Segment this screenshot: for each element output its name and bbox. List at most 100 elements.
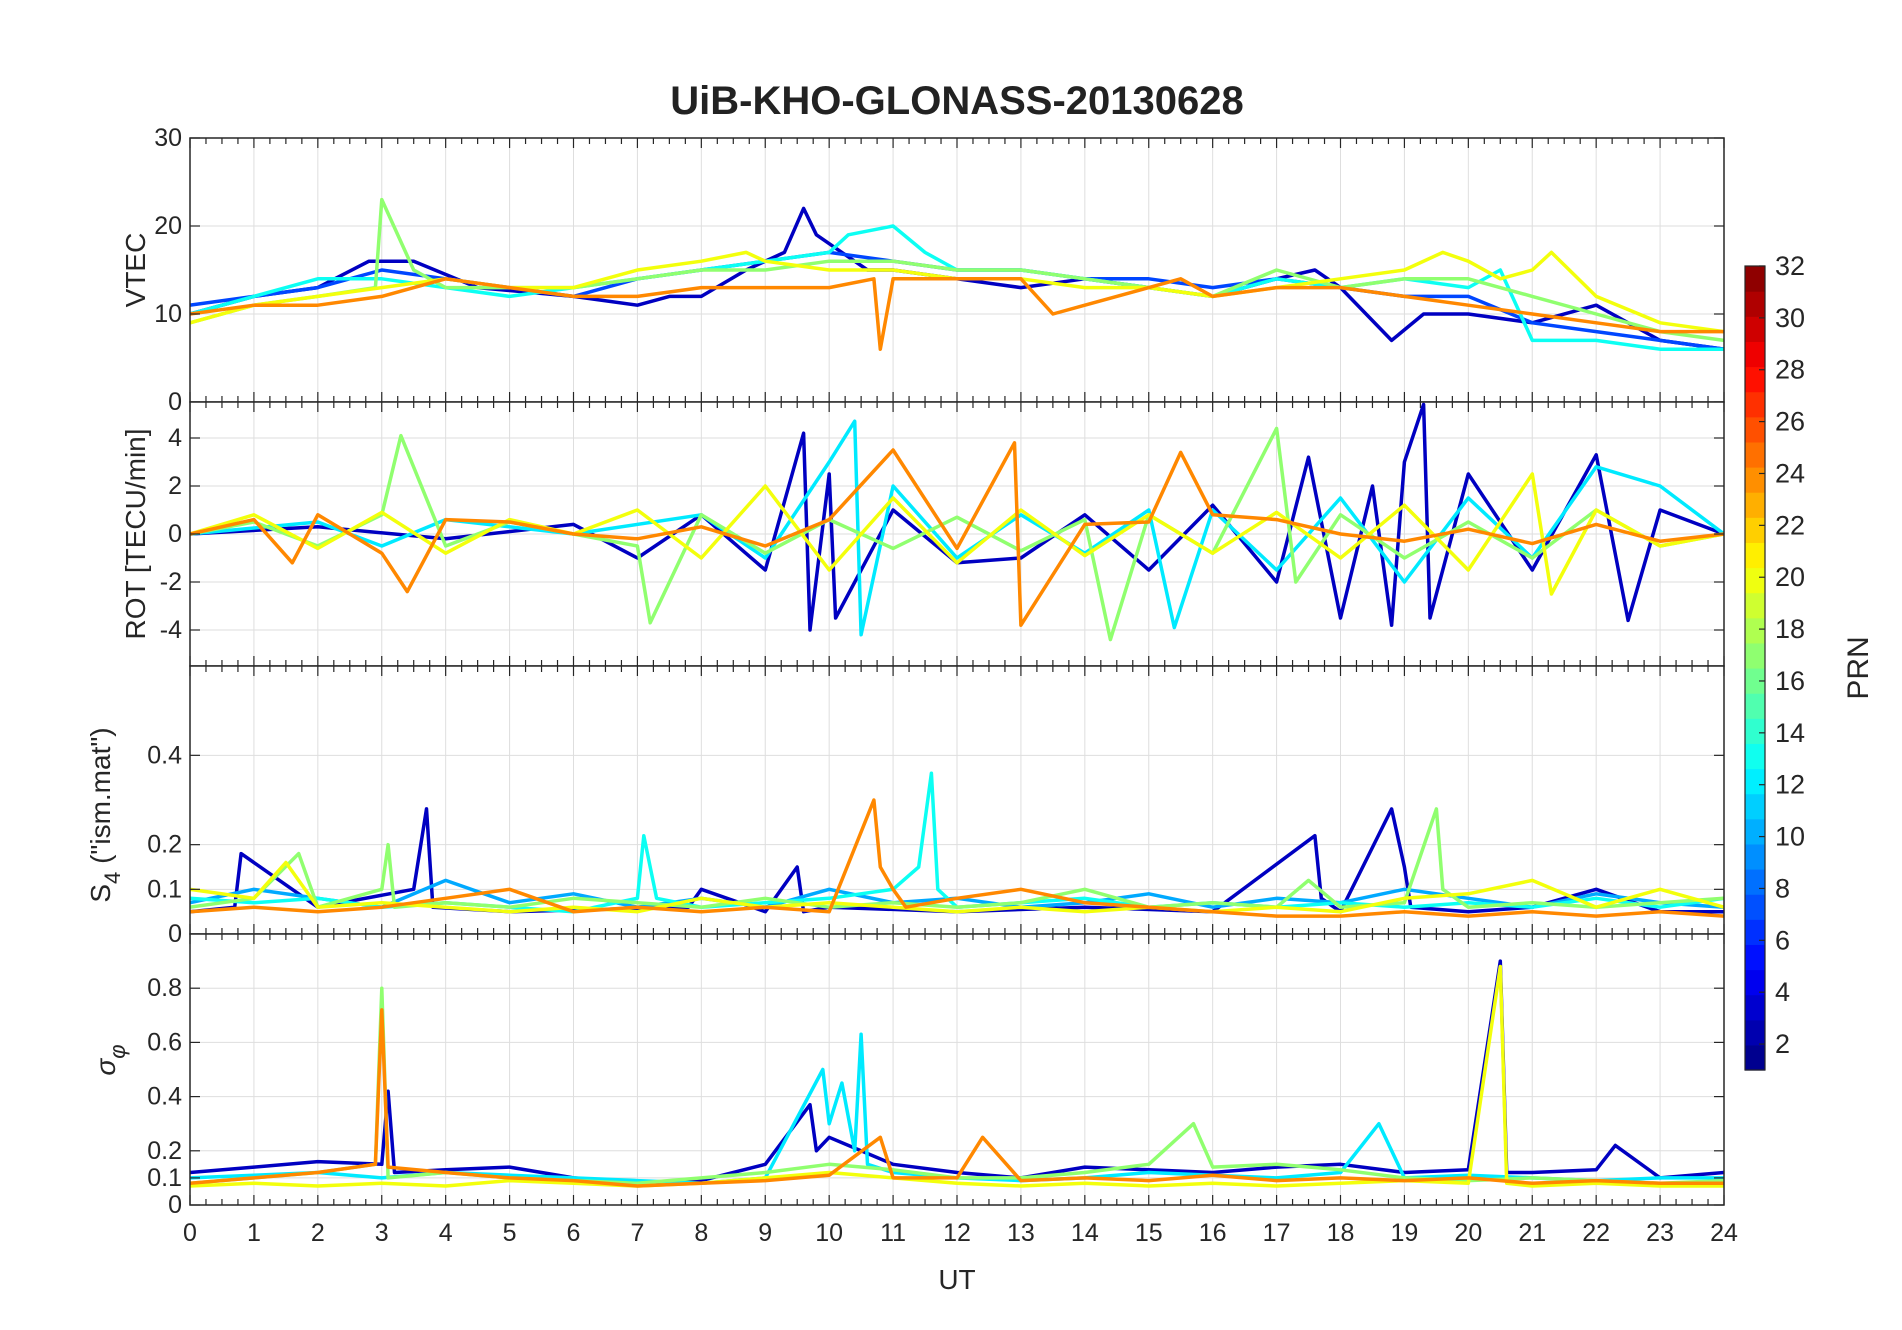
series-line-prn-13: [190, 224, 1724, 351]
colorbar-tick-label: 20: [1775, 562, 1805, 592]
y-tick-label: 20: [154, 212, 182, 240]
colorbar-tick-label: 14: [1775, 718, 1805, 748]
colorbar-segment: [1745, 693, 1765, 719]
colorbar-segment: [1745, 994, 1765, 1021]
panel-vtec-series: [190, 197, 1724, 351]
colorbar-tick-label: 22: [1775, 510, 1805, 540]
x-tick-label: 3: [375, 1219, 389, 1247]
x-tick-label: 20: [1454, 1219, 1482, 1247]
colorbar-segment: [1745, 467, 1765, 493]
ylabel-subscript: φ: [105, 1044, 130, 1058]
colorbar-segment: [1745, 492, 1765, 518]
colorbar-segment: [1745, 869, 1765, 895]
colorbar-tick-label: 24: [1775, 458, 1805, 488]
colorbar-frame: [1744, 265, 1766, 1071]
x-tick-label: 17: [1263, 1219, 1291, 1247]
x-tick-label: 15: [1135, 1219, 1163, 1247]
x-tick-label: 18: [1327, 1219, 1355, 1247]
chart-title: UiB-KHO-GLONASS-20130628: [670, 79, 1244, 123]
colorbar-label: PRN: [1842, 636, 1875, 699]
colorbar-segment: [1745, 969, 1765, 996]
x-tick-label: 9: [758, 1219, 772, 1247]
colorbar-tick-label: 12: [1775, 770, 1805, 800]
colorbar-segment: [1745, 944, 1765, 971]
colorbar-segment: [1745, 441, 1765, 468]
colorbar-segment: [1745, 718, 1765, 744]
colorbar-segment: [1745, 291, 1765, 317]
ylabel-main: S: [85, 884, 116, 903]
x-axis: 0 1 2 3 4 5 6 7 8 9 10 11 12 13 14 15 16 17 18 19 20 21 22 23 24: [183, 1219, 1738, 1247]
colorbar-tick-label: 8: [1775, 873, 1790, 903]
x-tick-label: 24: [1710, 1219, 1738, 1247]
ylabel-rest: ("ism.mat"): [85, 727, 116, 871]
panel-s4-series: [190, 771, 1724, 918]
panel-sigma: 00.10.2 0.4 0.6 0.8 σφ: [90, 933, 1725, 1219]
y-tick-label: 0.4: [147, 741, 182, 769]
y-tick-label: 4: [168, 424, 182, 452]
colorbar-tick-label: 28: [1775, 355, 1805, 385]
colorbar-tick-label: 18: [1775, 614, 1805, 644]
series-line-prn-3: [190, 807, 1724, 914]
series-line-prn-17: [190, 197, 1724, 343]
y-tick-label: 0: [168, 920, 182, 948]
colorbar-tick-label: 2: [1775, 1029, 1790, 1059]
x-tick-label: 8: [694, 1219, 708, 1247]
y-tick-label: 30: [154, 124, 182, 152]
colorbar-segment: [1745, 668, 1765, 694]
panel-rot-ylabel: ROT [TECU/min]: [120, 428, 151, 639]
colorbar-segment: [1745, 1019, 1765, 1046]
colorbar-segment: [1745, 617, 1765, 644]
series-line-prn-20: [190, 860, 1724, 914]
colorbar-segment: [1745, 416, 1765, 443]
colorbar-tick-label: 16: [1775, 666, 1805, 696]
y-tick-label: -4: [160, 616, 182, 644]
colorbar-segment: [1745, 391, 1765, 418]
series-line-prn-17: [190, 807, 1724, 909]
y-tick-label: 2: [168, 472, 182, 500]
x-tick-label: 2: [311, 1219, 325, 1247]
colorbar-segment: [1745, 542, 1765, 569]
ylabel-subscript: 4: [100, 872, 125, 884]
panel-vtec: 0 10 20 30 VTEC: [120, 124, 1725, 416]
x-tick-label: 6: [567, 1219, 581, 1247]
panel-rot-series: [190, 402, 1724, 642]
x-tick-label: 19: [1391, 1219, 1419, 1247]
y-tick-label: 0.6: [147, 1028, 182, 1056]
y-tick-label: 0.8: [147, 974, 182, 1002]
colorbar-segment: [1745, 818, 1765, 845]
x-tick-label: 1: [247, 1219, 261, 1247]
panel-sigma-ylabel: σφ: [90, 1044, 130, 1075]
colorbar-tick-label: 4: [1775, 977, 1790, 1007]
colorbar-segment: [1745, 743, 1765, 770]
x-tick-label: 5: [503, 1219, 517, 1247]
series-line-prn-20: [190, 472, 1724, 596]
y-tick-label: 10: [154, 300, 182, 328]
colorbar-tick-label: 26: [1775, 407, 1805, 437]
panel-s4-ylabel: S4 ("ism.mat"): [85, 727, 125, 902]
ylabel-main: σ: [90, 1058, 121, 1076]
x-axis-label: UT: [938, 1264, 975, 1295]
colorbar-segment: [1745, 592, 1765, 619]
y-tick-label: 0: [168, 1191, 182, 1219]
colorbar-segment: [1745, 919, 1765, 945]
series-line-prn-20: [190, 964, 1724, 1188]
colorbar-segment: [1745, 366, 1765, 393]
y-tick-label: 0: [168, 388, 182, 416]
x-tick-label: 23: [1646, 1219, 1674, 1247]
series-line-prn-24: [190, 277, 1724, 351]
y-tick-label: 0.1: [147, 875, 182, 903]
colorbar-segment: [1745, 843, 1765, 870]
colorbar-segment: [1745, 517, 1765, 543]
colorbar-segment: [1745, 642, 1765, 669]
panel-rot: -4 -2 0 2 4 ROT [TECU/min]: [120, 401, 1725, 667]
x-tick-label: 16: [1199, 1219, 1227, 1247]
colorbar-segment: [1745, 266, 1765, 292]
x-tick-label: 12: [943, 1219, 971, 1247]
series-line-prn-24: [190, 798, 1724, 918]
y-tick-label: 0.2: [147, 1137, 182, 1165]
series-line-prn-24: [190, 441, 1724, 627]
x-tick-label: 13: [1007, 1219, 1035, 1247]
